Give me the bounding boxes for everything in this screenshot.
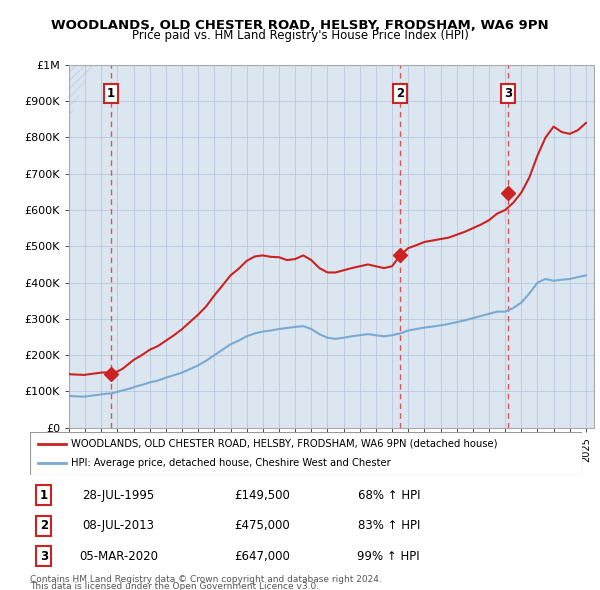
Text: 1: 1: [106, 87, 115, 100]
Text: HPI: Average price, detached house, Cheshire West and Chester: HPI: Average price, detached house, Ches…: [71, 458, 391, 468]
Text: 68% ↑ HPI: 68% ↑ HPI: [358, 489, 420, 502]
Text: Contains HM Land Registry data © Crown copyright and database right 2024.: Contains HM Land Registry data © Crown c…: [30, 575, 382, 584]
Text: 99% ↑ HPI: 99% ↑ HPI: [358, 550, 420, 563]
Text: This data is licensed under the Open Government Licence v3.0.: This data is licensed under the Open Gov…: [30, 582, 319, 590]
Text: WOODLANDS, OLD CHESTER ROAD, HELSBY, FRODSHAM, WA6 9PN: WOODLANDS, OLD CHESTER ROAD, HELSBY, FRO…: [51, 19, 549, 32]
Text: 28-JUL-1995: 28-JUL-1995: [82, 489, 154, 502]
Text: 2: 2: [397, 87, 404, 100]
Text: 08-JUL-2013: 08-JUL-2013: [82, 519, 154, 532]
Text: £647,000: £647,000: [234, 550, 290, 563]
Text: 1: 1: [40, 489, 48, 502]
Text: 83% ↑ HPI: 83% ↑ HPI: [358, 519, 420, 532]
Text: 2: 2: [40, 519, 48, 532]
Text: Price paid vs. HM Land Registry's House Price Index (HPI): Price paid vs. HM Land Registry's House …: [131, 30, 469, 42]
Text: WOODLANDS, OLD CHESTER ROAD, HELSBY, FRODSHAM, WA6 9PN (detached house): WOODLANDS, OLD CHESTER ROAD, HELSBY, FRO…: [71, 439, 498, 449]
Text: 3: 3: [40, 550, 48, 563]
Polygon shape: [69, 65, 93, 119]
Text: 05-MAR-2020: 05-MAR-2020: [79, 550, 158, 563]
Text: 3: 3: [504, 87, 512, 100]
Text: £475,000: £475,000: [234, 519, 290, 532]
Text: £149,500: £149,500: [234, 489, 290, 502]
